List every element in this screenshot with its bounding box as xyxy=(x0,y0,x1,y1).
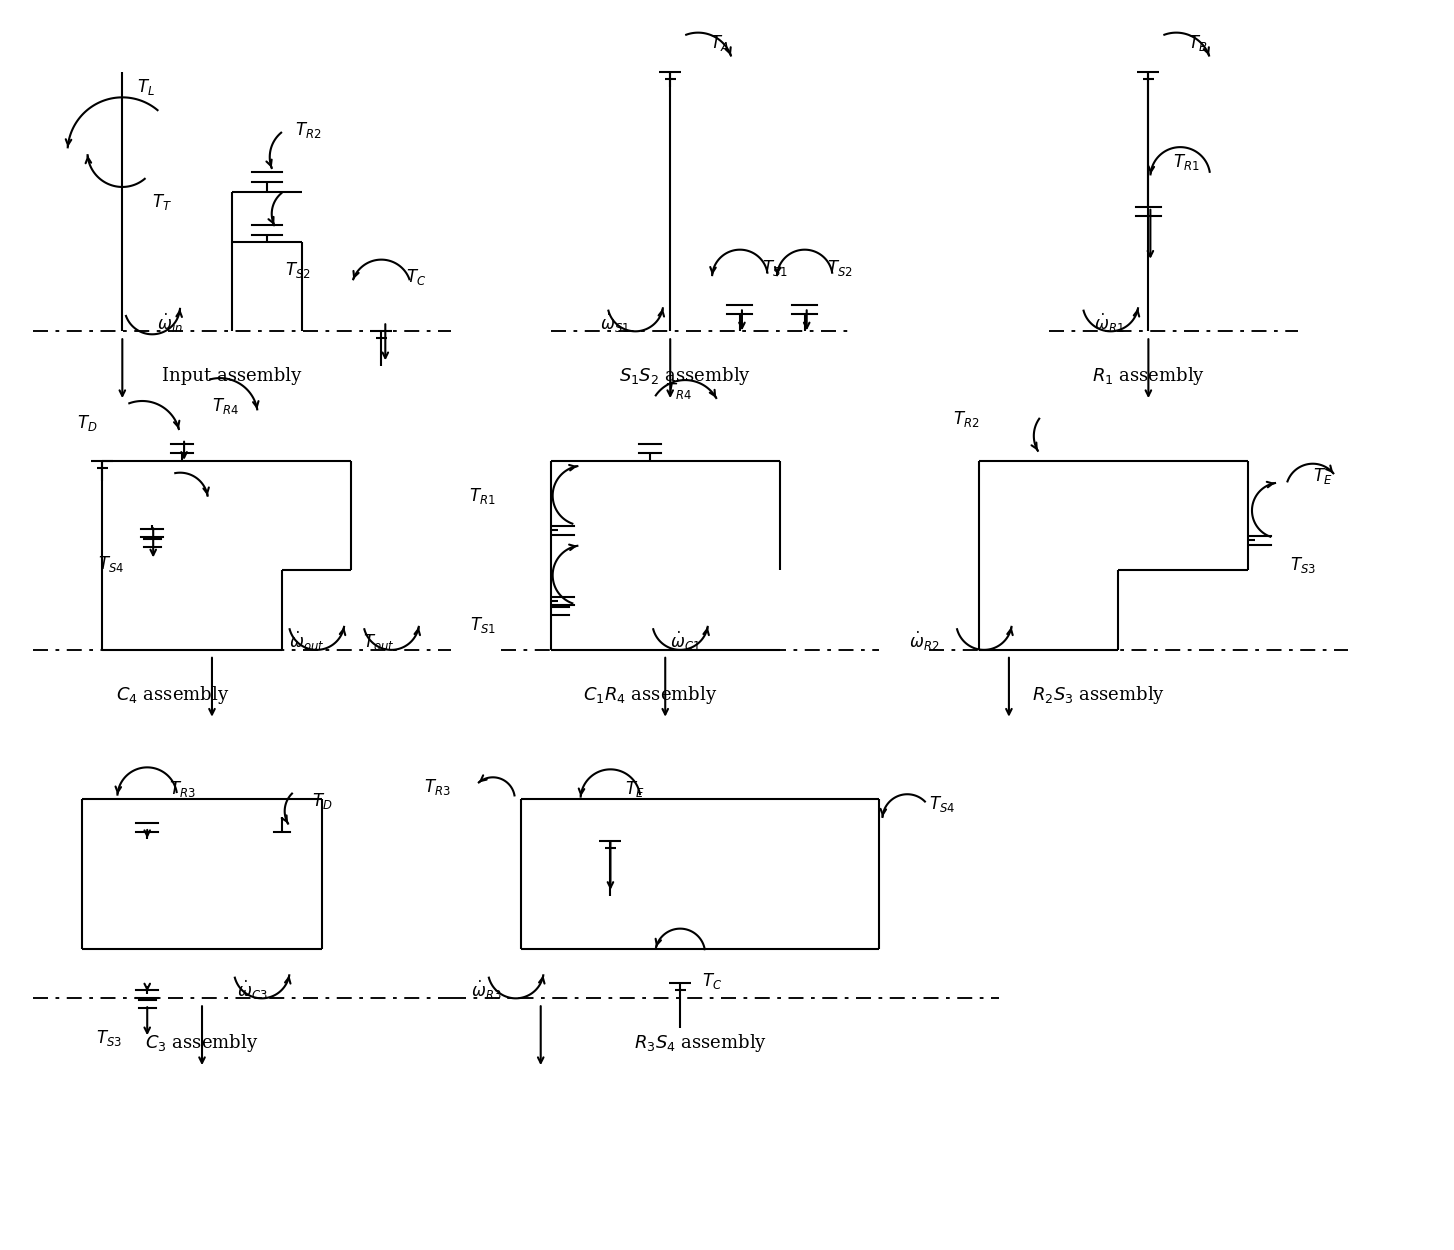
Text: $R_3S_4$ assembly: $R_3S_4$ assembly xyxy=(634,1032,766,1054)
Text: $T_{S1}$: $T_{S1}$ xyxy=(470,615,496,635)
Text: $T_{out}$: $T_{out}$ xyxy=(364,632,395,652)
Text: $\dot{\omega}_{C1}$: $\dot{\omega}_{C1}$ xyxy=(670,630,701,654)
Text: $T_D$: $T_D$ xyxy=(77,412,97,432)
Text: $\dot{\omega}_{R3}$: $\dot{\omega}_{R3}$ xyxy=(471,979,502,1002)
Text: $T_T$: $T_T$ xyxy=(153,192,172,213)
Text: $T_D$: $T_D$ xyxy=(311,791,332,811)
Text: $T_{R3}$: $T_{R3}$ xyxy=(425,778,451,798)
Text: $T_L$: $T_L$ xyxy=(137,78,156,98)
Text: $T_{R1}$: $T_{R1}$ xyxy=(470,485,496,505)
Text: $T_{S4}$: $T_{S4}$ xyxy=(97,554,124,574)
Text: $\dot{\omega}_{out}$: $\dot{\omega}_{out}$ xyxy=(289,630,324,654)
Text: $T_{S3}$: $T_{S3}$ xyxy=(1290,555,1316,575)
Text: $T_E$: $T_E$ xyxy=(1313,466,1332,486)
Text: $T_A$: $T_A$ xyxy=(710,32,730,52)
Text: $\dot{\omega}_{in}$: $\dot{\omega}_{in}$ xyxy=(157,311,183,335)
Text: $R_1$ assembly: $R_1$ assembly xyxy=(1092,365,1205,388)
Text: $T_{R4}$: $T_{R4}$ xyxy=(666,381,692,401)
Text: $T_{R4}$: $T_{R4}$ xyxy=(212,396,238,416)
Text: $T_{R3}$: $T_{R3}$ xyxy=(169,779,196,799)
Text: $C_4$ assembly: $C_4$ assembly xyxy=(115,684,228,706)
Text: $S_1S_2$ assembly: $S_1S_2$ assembly xyxy=(619,365,752,388)
Text: $T_C$: $T_C$ xyxy=(406,266,426,286)
Text: $T_{S2}$: $T_{S2}$ xyxy=(285,260,311,280)
Text: $T_B$: $T_B$ xyxy=(1188,32,1208,52)
Text: $R_2S_3$ assembly: $R_2S_3$ assembly xyxy=(1032,684,1165,706)
Text: $T_{R1}$: $T_{R1}$ xyxy=(1173,152,1200,173)
Text: $T_{S1}$: $T_{S1}$ xyxy=(762,258,788,278)
Text: $T_{S2}$: $T_{S2}$ xyxy=(827,258,852,278)
Text: Input assembly: Input assembly xyxy=(163,368,301,385)
Text: $T_{S3}$: $T_{S3}$ xyxy=(96,1029,122,1049)
Text: $T_{R2}$: $T_{R2}$ xyxy=(952,409,979,429)
Text: $T_C$: $T_C$ xyxy=(702,971,723,991)
Text: $\dot{\omega}_{C3}$: $\dot{\omega}_{C3}$ xyxy=(237,979,268,1002)
Text: $T_{S4}$: $T_{S4}$ xyxy=(929,794,955,814)
Text: $T_{R2}$: $T_{R2}$ xyxy=(295,120,321,140)
Text: $T_E$: $T_E$ xyxy=(625,779,646,799)
Text: $\dot{\omega}_{R1}$: $\dot{\omega}_{R1}$ xyxy=(1093,311,1124,335)
Text: $C_3$ assembly: $C_3$ assembly xyxy=(145,1032,259,1054)
Text: $\dot{\omega}_{S1}$: $\dot{\omega}_{S1}$ xyxy=(601,311,631,335)
Text: $C_1R_4$ assembly: $C_1R_4$ assembly xyxy=(583,684,717,706)
Text: $\dot{\omega}_{R2}$: $\dot{\omega}_{R2}$ xyxy=(909,630,939,654)
